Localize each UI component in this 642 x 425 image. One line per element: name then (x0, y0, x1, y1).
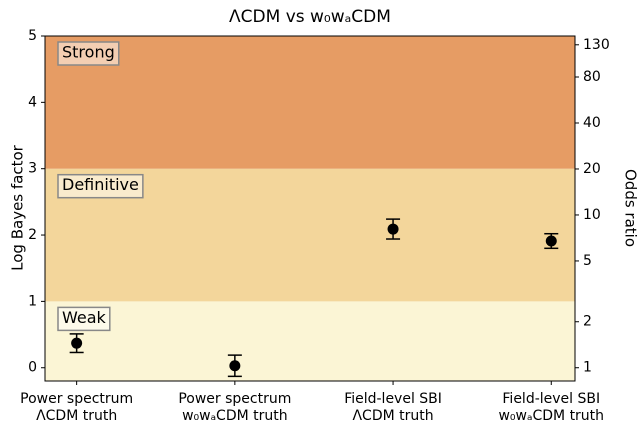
y2-tick-label: 40 (583, 115, 601, 131)
point (387, 223, 399, 235)
y2-tick-label: 2 (583, 314, 592, 330)
y-tick-label: 1 (28, 293, 37, 309)
y2-tick-label: 20 (583, 161, 601, 177)
band-label-box (57, 173, 144, 199)
y2-tick-label: 1 (583, 360, 592, 376)
x-tick-label-line: Field-level SBI (502, 391, 600, 407)
y2-tick-label: 130 (583, 37, 610, 53)
plot-frame (44, 35, 576, 382)
y2-tick-label: 80 (583, 69, 601, 85)
x-tick-label-line: Power spectrum (20, 391, 133, 407)
y-tick-label: 0 (28, 360, 37, 376)
x-tick-label: Field-level SBI w₀wₐCDM truth (498, 391, 604, 424)
band-label: Definitive (62, 175, 139, 194)
y-axis-label: Log Bayes factor (9, 144, 27, 271)
band-label: Strong (62, 43, 115, 62)
band (45, 301, 575, 381)
x-tick-label: Power spectrum ΛCDM truth (20, 391, 133, 424)
y2-tick-label: 5 (583, 253, 592, 269)
y-tick-label: 3 (28, 161, 37, 177)
x-tick-label-line: Power spectrum (178, 391, 291, 407)
y-tick-label: 5 (28, 28, 37, 44)
x-tick-label-line: w₀wₐCDM truth (498, 408, 604, 424)
y-tick-label: 2 (28, 227, 37, 243)
x-tick-label: Field-level SBI ΛCDM truth (344, 391, 442, 424)
x-tick-label-line: ΛCDM truth (36, 408, 117, 424)
point (229, 360, 241, 372)
band-label: Weak (62, 308, 107, 327)
x-tick-label-line: w₀wₐCDM truth (182, 408, 288, 424)
y2-axis-label: Odds ratio (622, 169, 640, 247)
point (71, 337, 83, 349)
band-label-box (57, 41, 120, 66)
x-tick-label-line: ΛCDM truth (352, 408, 433, 424)
x-tick-label: Power spectrum w₀wₐCDM truth (178, 391, 291, 424)
chart-title: ΛCDM vs w₀wₐCDM (229, 7, 391, 27)
x-tick-label-line: Field-level SBI (344, 391, 442, 407)
band (45, 36, 575, 169)
band-label-box (57, 306, 111, 332)
y2-tick-label: 10 (583, 207, 601, 223)
point (545, 235, 557, 247)
y-tick-label: 4 (28, 94, 37, 110)
